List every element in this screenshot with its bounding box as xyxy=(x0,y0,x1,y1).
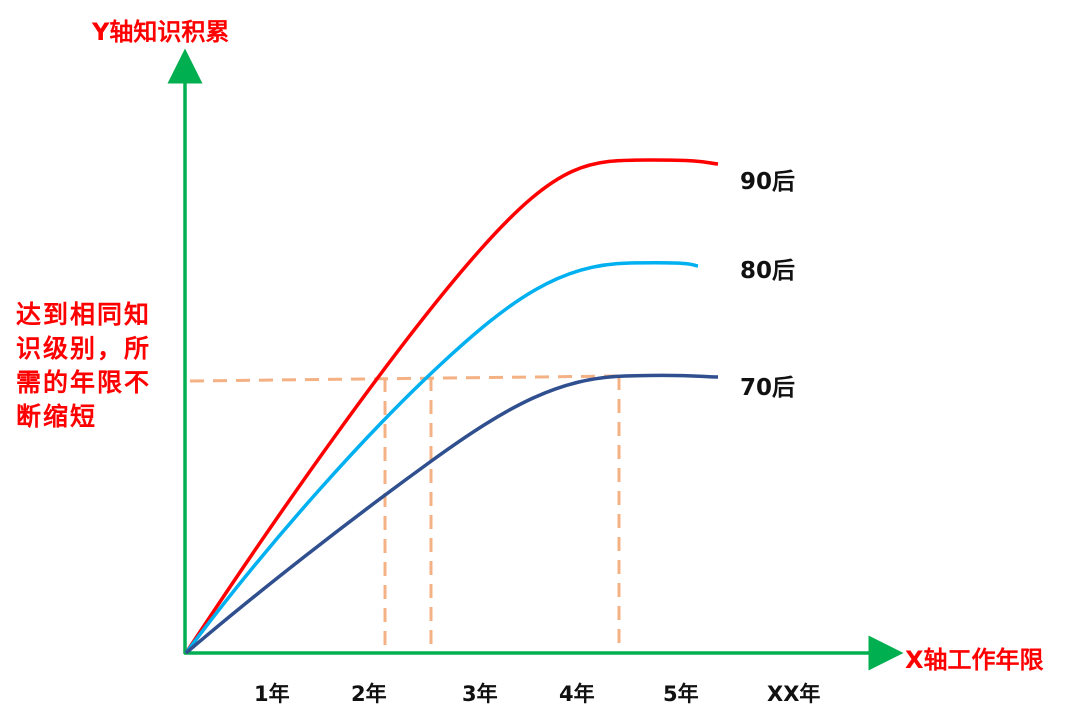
guide-horizontal xyxy=(189,374,621,383)
curve-80s xyxy=(184,261,699,655)
x-tick-label: 1年 xyxy=(254,682,290,706)
guide-lines xyxy=(189,374,621,652)
series-label-80s: 80后 xyxy=(740,258,796,284)
y-axis-title: Y轴知识积累 xyxy=(92,18,230,46)
series-label-90s: 90后 xyxy=(740,169,796,195)
curve-70s xyxy=(184,373,719,655)
x-tick-label: 5年 xyxy=(663,682,699,706)
x-tick-label: 4年 xyxy=(559,682,595,706)
x-tick-label: XX年 xyxy=(767,682,821,706)
x-tick-label: 2年 xyxy=(351,682,387,706)
x-tick-label: 3年 xyxy=(462,682,498,706)
curve-90s xyxy=(184,158,719,654)
annotation-text: 达到相同知识级别，所需的年限不断缩短 xyxy=(16,300,152,431)
x-axis-title: X轴工作年限 xyxy=(905,646,1044,674)
series-label-70s: 70后 xyxy=(740,375,796,401)
